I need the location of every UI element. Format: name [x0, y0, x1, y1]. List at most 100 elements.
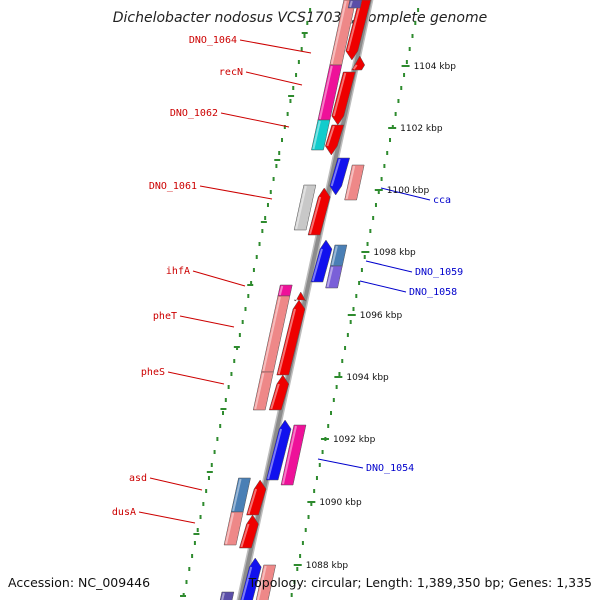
gene-label: DNO_1062	[170, 108, 218, 119]
leader-line	[138, 511, 196, 524]
gene-cca	[329, 157, 351, 196]
gene-phet-rna-highlight	[262, 296, 281, 372]
gene-recn-rna-highlight	[318, 65, 333, 120]
gene-label: DNO_1059	[415, 267, 463, 278]
left-rail-dot	[210, 463, 213, 467]
left-rail-dot	[278, 151, 281, 155]
right-rail-dot	[352, 307, 355, 311]
right-rail-dot	[369, 229, 372, 233]
right-rail-dot	[380, 177, 383, 181]
gene-top-purple-highlight	[349, 0, 353, 8]
left-rail-dot	[264, 216, 267, 220]
gene-dno1064-rna-highlight	[330, 0, 347, 65]
left-rail-dot	[297, 60, 300, 64]
leader-line	[317, 458, 364, 469]
gene-label: DNO_1064	[189, 35, 237, 46]
gene-bottom-blue	[240, 557, 262, 600]
left-rail-dot	[202, 502, 205, 506]
left-rail-dot	[258, 242, 261, 246]
leader-line	[365, 260, 413, 273]
left-rail-dot	[275, 164, 278, 168]
left-rail-dot	[300, 47, 303, 51]
left-rail-dot	[303, 34, 306, 38]
gene-dusa-rna	[223, 511, 244, 546]
gene-phet	[276, 299, 306, 376]
gene-dno1059-highlight	[311, 248, 323, 282]
summary-text: Topology: circular; Length: 1,389,350 bp…	[248, 575, 592, 590]
gene-asd	[246, 479, 267, 516]
gene-label: pheS	[141, 367, 165, 378]
gene-dno1058-rna	[325, 265, 343, 289]
left-rail-dot	[250, 281, 253, 285]
right-rail-dot	[363, 255, 366, 259]
left-rail-dot	[185, 580, 188, 584]
scale-ticks	[180, 32, 410, 597]
scale-label: 1100 kbp	[387, 186, 430, 196]
left-rail-dot	[193, 541, 196, 545]
gene-label: asd	[129, 473, 147, 484]
gene-bottom-rna	[255, 564, 277, 600]
gene-bottom-rna-highlight	[257, 565, 267, 600]
gene-bottom-blue-highlight	[241, 566, 253, 600]
gene-recn	[331, 71, 356, 126]
leader-line	[179, 315, 235, 328]
left-rail-dot	[252, 268, 255, 272]
gene-label: ihfA	[166, 266, 190, 277]
left-rail-dot	[224, 398, 227, 402]
accession-text: Accession: NC_009446	[8, 575, 150, 590]
gene-small-up	[351, 55, 366, 71]
right-rail-dot	[360, 268, 363, 272]
right-rail-dot	[296, 567, 299, 571]
scale-label: 1098 kbp	[373, 248, 416, 258]
right-rail-dot	[400, 86, 403, 90]
right-rail-dot	[377, 190, 380, 194]
leader-line	[149, 477, 203, 491]
right-rail-dot	[293, 580, 296, 584]
left-rail-dot	[241, 320, 244, 324]
right-rail-dot	[307, 515, 310, 519]
left-rail-dot	[269, 190, 272, 194]
right-rail-dot	[397, 99, 400, 103]
left-rail-dot	[216, 437, 219, 441]
gene-recn-highlight	[332, 72, 347, 117]
gene-dno1062-rna-highlight	[312, 120, 321, 150]
right-rail-dot	[358, 281, 361, 285]
label-leaders	[138, 39, 431, 524]
gene-cca-highlight	[330, 158, 341, 187]
right-rail-dot	[299, 554, 302, 558]
gene-dno1058-rna-highlight	[326, 266, 334, 288]
left-rail-dot	[295, 73, 298, 77]
left-rail-dot	[227, 385, 230, 389]
right-rail-dot	[414, 21, 417, 25]
gene-label: DNO_1058	[409, 287, 457, 298]
right-rail-dot	[335, 385, 338, 389]
right-rail-dot	[315, 476, 318, 480]
gene-dno1059-rna-highlight	[331, 245, 338, 266]
left-rail-dot	[309, 8, 312, 12]
left-rail-dot	[213, 450, 216, 454]
gene-dno1059	[310, 239, 333, 283]
right-rail-dot	[411, 34, 414, 38]
gene-dno1064-highlight	[346, 0, 362, 52]
gene-dno1054-highlight	[267, 428, 283, 480]
gene-label: DNO_1054	[366, 463, 414, 474]
right-rail-dot	[417, 8, 420, 12]
left-rail-dot	[261, 229, 264, 233]
left-rail-dot	[188, 567, 191, 571]
right-rail-dot	[403, 73, 406, 77]
right-rail-dot	[313, 489, 316, 493]
right-rail-dot	[374, 203, 377, 207]
gene-phet-highlight	[277, 308, 296, 375]
left-rail-dot	[266, 203, 269, 207]
gene-label: pheT	[153, 311, 177, 322]
left-rail-dot	[191, 554, 194, 558]
gene-top-purple	[347, 0, 363, 9]
leader-line	[359, 280, 407, 293]
map-title: Dichelobacter nodosus VCS1703A, complete…	[113, 10, 487, 26]
left-rail-dot	[306, 21, 309, 25]
scale-label: 1090 kbp	[319, 498, 362, 508]
left-rail-dot	[289, 99, 292, 103]
left-rail-dot	[219, 424, 222, 428]
